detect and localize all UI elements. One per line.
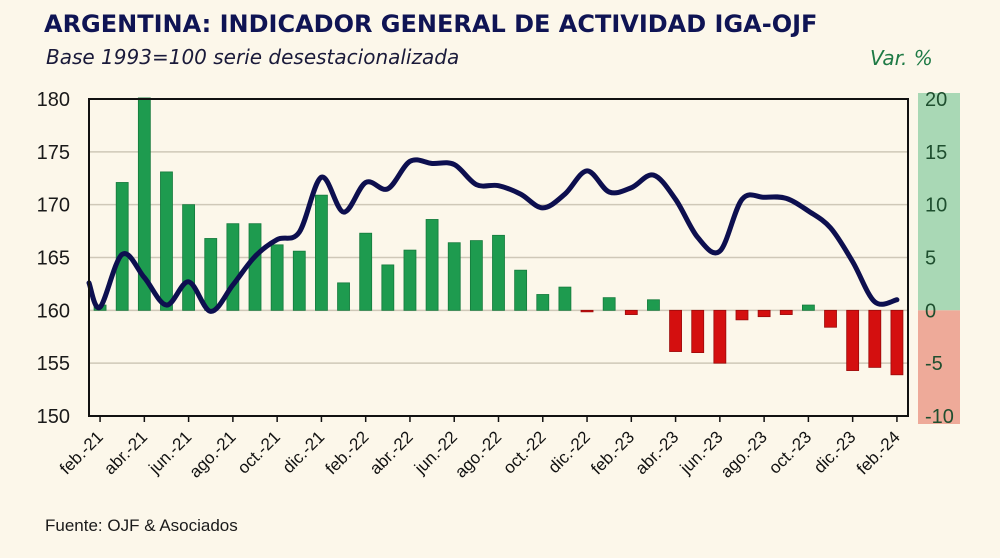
bar — [292, 250, 306, 311]
left-tick-label: 170 — [37, 195, 70, 217]
bar — [691, 309, 705, 354]
left-tick-label: 180 — [37, 89, 70, 111]
left-tick-label: 155 — [37, 353, 70, 375]
bar — [602, 297, 616, 311]
bar — [381, 264, 395, 311]
right-axis-bands — [918, 93, 960, 424]
bar — [492, 234, 505, 311]
x-tick-label: abr.-22 — [366, 427, 417, 478]
bar — [337, 282, 350, 311]
x-tick-label: feb.-22 — [322, 427, 373, 478]
line-series — [86, 157, 900, 314]
right-tick-label: 20 — [925, 89, 947, 111]
bar — [137, 97, 151, 311]
x-tick-label: feb.-24 — [853, 427, 904, 478]
left-tick-label: 150 — [37, 406, 70, 428]
x-tick-label: abr.-23 — [632, 427, 683, 478]
bar — [182, 204, 196, 311]
negative-band — [918, 310, 960, 424]
bar — [425, 219, 439, 311]
bar — [757, 309, 771, 318]
x-tick-label: dic.-23 — [810, 427, 860, 477]
bar — [824, 309, 837, 328]
right-tick-label: 0 — [925, 300, 936, 322]
left-axis: 150 155 160 165 170 175 180 — [37, 89, 70, 428]
x-tick-label: abr.-21 — [100, 427, 151, 478]
x-tick-label: feb.-21 — [56, 427, 107, 478]
bar — [580, 309, 594, 313]
chart-title: ARGENTINA: INDICADOR GENERAL DE ACTIVIDA… — [44, 10, 818, 38]
bar — [248, 223, 262, 311]
bar — [890, 309, 904, 376]
bar — [735, 309, 749, 321]
right-axis: -10 -5 0 5 10 15 20 — [925, 89, 954, 428]
right-tick-label: 10 — [925, 195, 947, 217]
source-note: Fuente: OJF & Asociados — [45, 516, 238, 535]
x-tick-label: oct.-22 — [499, 427, 549, 477]
bar — [779, 309, 793, 315]
bar — [160, 171, 173, 311]
left-tick-label: 165 — [37, 248, 70, 270]
bar — [115, 182, 129, 311]
bar — [647, 299, 660, 311]
x-tick-label: ago.-22 — [451, 427, 505, 481]
left-tick-label: 160 — [37, 300, 70, 322]
bar — [204, 238, 218, 311]
bars — [93, 97, 904, 376]
bar — [270, 244, 284, 311]
bar — [846, 309, 860, 371]
bar — [558, 286, 572, 311]
bar — [536, 294, 550, 311]
right-axis-label: Var. % — [870, 46, 933, 70]
bar — [868, 309, 882, 368]
positive-band — [918, 93, 960, 311]
index-line — [86, 157, 900, 314]
right-tick-label: -10 — [925, 406, 954, 428]
bar — [514, 269, 528, 311]
bar — [315, 194, 328, 311]
bar — [447, 242, 461, 311]
x-tick-label: ago.-23 — [717, 427, 771, 481]
right-tick-label: 15 — [925, 142, 947, 164]
left-tick-label: 175 — [37, 142, 70, 164]
bar — [713, 309, 727, 364]
x-tick-label: ago.-21 — [185, 427, 239, 481]
right-tick-label: 5 — [925, 248, 936, 270]
bar — [359, 232, 373, 311]
bar — [469, 240, 483, 311]
x-tick-label: feb.-23 — [587, 427, 638, 478]
bar — [624, 309, 638, 315]
bar — [226, 223, 240, 311]
x-axis: feb.-21abr.-21jun.-21ago.-21oct.-21dic.-… — [56, 416, 904, 482]
right-tick-label: -5 — [925, 353, 943, 375]
x-tick-label: dic.-21 — [279, 427, 329, 477]
bar — [403, 249, 417, 311]
x-tick-label: dic.-22 — [544, 427, 594, 477]
x-tick-label: oct.-21 — [234, 427, 284, 477]
bar — [801, 304, 815, 311]
chart-subtitle: Base 1993=100 serie desestacionalizada — [46, 45, 460, 69]
x-tick-label: oct.-23 — [765, 427, 815, 477]
bar — [669, 309, 682, 352]
